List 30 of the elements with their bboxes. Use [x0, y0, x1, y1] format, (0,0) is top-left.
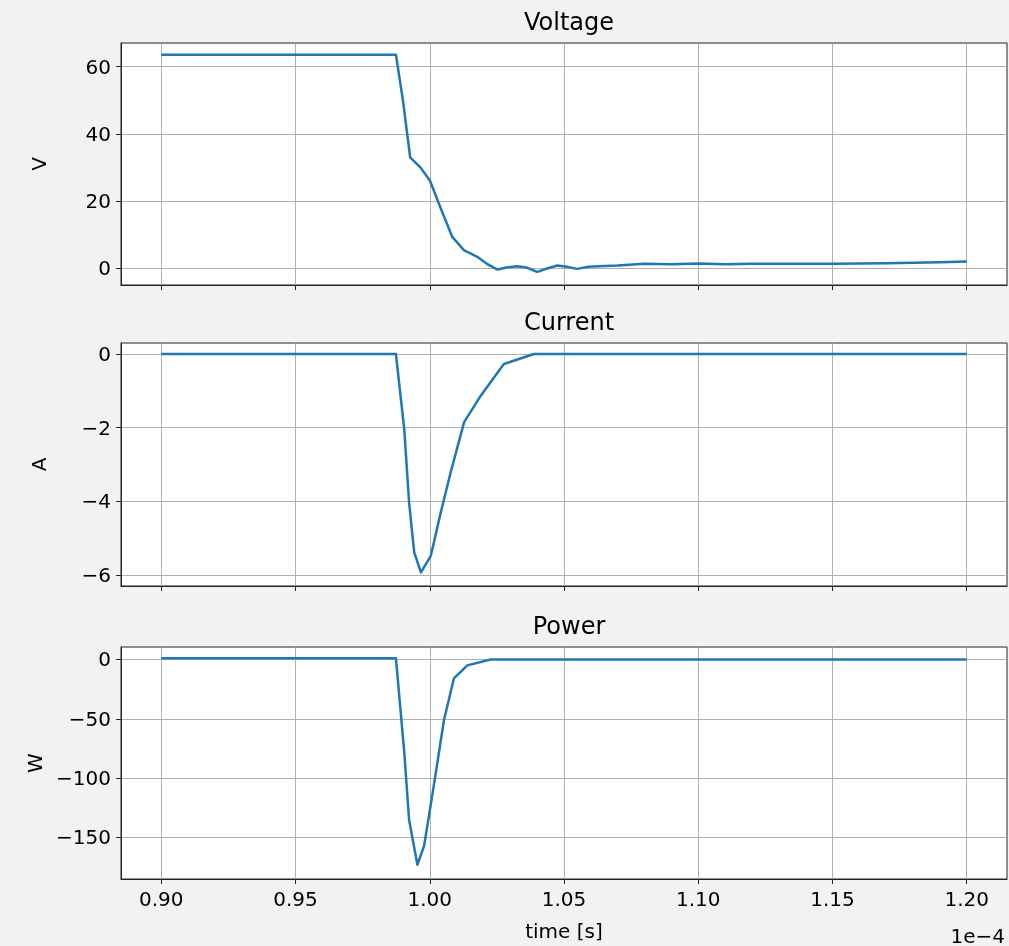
- chart-title: Current: [523, 308, 615, 336]
- y-tick-label: −6: [81, 562, 111, 587]
- y-axis-title: V: [27, 156, 51, 171]
- chart-title: Power: [532, 612, 606, 640]
- x-tick-label: 1.10: [675, 887, 721, 911]
- y-tick-label: 0: [98, 342, 111, 367]
- x-tick-label: 1.00: [407, 887, 453, 911]
- y-tick-label: −150: [56, 825, 111, 850]
- y-axis-title: W: [23, 752, 48, 773]
- y-tick-label: −4: [81, 489, 111, 514]
- line-series: [160, 53, 968, 274]
- x-tick-label: 1.20: [944, 887, 989, 911]
- x-tick-label: 0.95: [273, 887, 318, 911]
- y-tick-label: 60: [85, 54, 111, 79]
- x-tick-label: 1.05: [541, 887, 587, 911]
- line-series: [160, 352, 968, 574]
- chart-title: Voltage: [523, 8, 615, 36]
- x-axis-title: time [s]: [525, 919, 603, 943]
- y-tick-label: 0: [98, 647, 111, 672]
- y-tick-label: 20: [85, 188, 111, 213]
- y-tick-label: 40: [85, 121, 111, 146]
- text: 1e−4: [950, 924, 1005, 946]
- y-tick-label: −50: [68, 706, 111, 731]
- y-tick-label: −2: [81, 415, 111, 440]
- line-series: [160, 657, 968, 867]
- y-axis-title: A: [27, 457, 51, 472]
- x-tick-label: 0.90: [139, 887, 184, 911]
- x-tick-label: 1.15: [810, 887, 855, 911]
- y-tick-label: 0: [98, 256, 111, 281]
- y-tick-label: −100: [56, 766, 111, 791]
